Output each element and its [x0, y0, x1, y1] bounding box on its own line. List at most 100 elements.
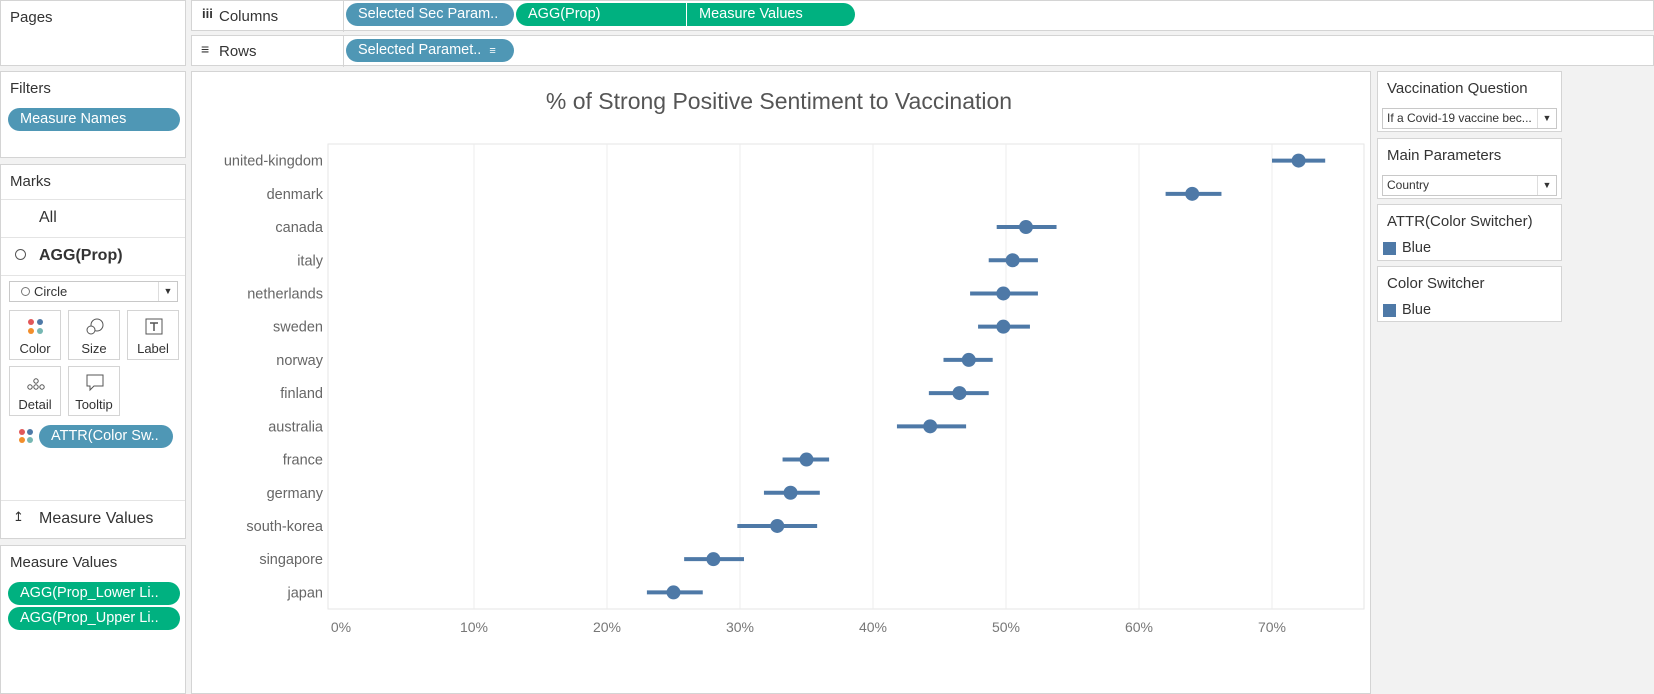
main-parameters-title: Main Parameters — [1387, 147, 1502, 164]
y-category-label: united-kingdom — [224, 154, 323, 170]
color-label: Color — [19, 341, 51, 356]
color-switcher-item-label: Blue — [1402, 302, 1432, 318]
y-category-label: sweden — [273, 320, 323, 336]
x-tick-label: 50% — [992, 619, 1020, 635]
data-point[interactable] — [996, 286, 1011, 301]
columns-label: Columns — [219, 8, 279, 25]
y-category-label: france — [283, 453, 323, 469]
circle-icon — [21, 287, 30, 296]
view-area: % of Strong Positive Sentiment to Vaccin… — [191, 71, 1371, 694]
columns-pill-selected-sec-param[interactable]: Selected Sec Param.. — [346, 3, 514, 26]
y-category-label: germany — [267, 486, 324, 502]
color-icon — [28, 319, 43, 334]
x-tick-label: 0% — [331, 619, 351, 635]
columns-pill-measure-values[interactable]: Measure Values — [687, 3, 855, 26]
data-point[interactable] — [996, 319, 1011, 334]
marks-detail-button[interactable]: Detail — [9, 366, 61, 416]
size-icon — [86, 318, 104, 335]
attr-color-item-label: Blue — [1402, 240, 1432, 256]
marks-label-button[interactable]: Label — [127, 310, 179, 360]
chevron-down-icon: ▼ — [158, 282, 177, 301]
sort-descending-icon: ≡ — [489, 45, 496, 57]
filters-title: Filters — [10, 80, 51, 97]
rows-icon: ≡ — [201, 41, 210, 57]
y-category-label: australia — [268, 419, 324, 435]
size-label: Size — [81, 341, 107, 356]
blue-swatch — [1383, 303, 1396, 317]
mark-type-dropdown[interactable]: Circle ▼ — [9, 281, 178, 302]
label-label: Label — [137, 341, 169, 356]
detail-label: Detail — [18, 397, 52, 412]
attr-color-item[interactable]: Blue — [1383, 240, 1431, 256]
x-tick-label: 60% — [1125, 619, 1153, 635]
y-category-label: japan — [287, 585, 323, 601]
chevron-down-icon: ▼ — [1537, 109, 1556, 128]
circle-mark-icon — [15, 249, 26, 260]
rows-pill-label: Selected Paramet.. — [358, 42, 482, 58]
x-tick-label: 40% — [859, 619, 887, 635]
y-category-label: canada — [275, 220, 324, 236]
y-category-label: singapore — [259, 552, 323, 568]
data-point[interactable] — [666, 585, 681, 600]
y-category-label: south-korea — [246, 519, 324, 535]
marks-tab-all[interactable]: All — [39, 209, 57, 226]
rows-label: Rows — [219, 43, 257, 60]
y-category-label: italy — [297, 253, 324, 269]
data-point[interactable] — [706, 552, 721, 567]
measure-values-title: Measure Values — [10, 554, 118, 571]
rows-pill-selected-parameter[interactable]: Selected Paramet.. ≡ — [346, 39, 514, 62]
data-point[interactable] — [1018, 220, 1033, 235]
chevron-down-icon: ▼ — [1537, 176, 1556, 195]
vaccination-question-dropdown[interactable]: If a Covid-19 vaccine bec... ▼ — [1382, 108, 1557, 129]
y-category-label: netherlands — [247, 286, 323, 302]
vaccination-question-value: If a Covid-19 vaccine bec... — [1387, 111, 1532, 125]
data-point[interactable] — [783, 485, 798, 500]
mark-type-value: Circle — [34, 284, 68, 299]
columns-icon: iii — [202, 6, 213, 21]
data-point[interactable] — [961, 352, 976, 367]
x-tick-label: 20% — [593, 619, 621, 635]
color-switcher-item[interactable]: Blue — [1383, 302, 1431, 318]
color-switcher-legend: Color Switcher Blue — [1377, 266, 1562, 322]
data-point[interactable] — [923, 419, 938, 434]
vaccination-question-title: Vaccination Question — [1387, 80, 1528, 97]
detail-icon — [27, 378, 45, 390]
data-point[interactable] — [1005, 253, 1020, 268]
x-tick-label: 30% — [726, 619, 754, 635]
pages-card: Pages — [0, 0, 186, 66]
data-point[interactable] — [770, 518, 785, 533]
y-category-label: denmark — [267, 187, 324, 203]
data-point[interactable] — [1291, 153, 1306, 168]
attr-color-legend: ATTR(Color Switcher) Blue — [1377, 204, 1562, 261]
marks-size-button[interactable]: Size — [68, 310, 120, 360]
x-tick-label: 10% — [460, 619, 488, 635]
main-parameters-dropdown[interactable]: Country ▼ — [1382, 175, 1557, 196]
x-tick-label: 70% — [1258, 619, 1286, 635]
color-pill-icon — [19, 429, 33, 443]
marks-color-button[interactable]: Color — [9, 310, 61, 360]
data-point[interactable] — [799, 452, 814, 467]
blue-swatch — [1383, 241, 1396, 255]
data-point[interactable] — [952, 386, 967, 401]
marks-color-pill[interactable]: ATTR(Color Sw.. — [39, 425, 173, 448]
marks-tooltip-button[interactable]: Tooltip — [68, 366, 120, 416]
chart-title: % of Strong Positive Sentiment to Vaccin… — [546, 88, 1012, 114]
marks-title: Marks — [10, 173, 51, 190]
y-category-label: finland — [280, 386, 323, 402]
line-chart-icon: ↥ — [13, 509, 24, 524]
marks-tab-measure-values[interactable]: Measure Values — [39, 510, 154, 527]
data-point[interactable] — [1185, 186, 1200, 201]
plot-border — [327, 143, 1365, 610]
tooltip-label: Tooltip — [75, 397, 113, 412]
y-category-label: norway — [276, 353, 323, 369]
marks-tab-agg-prop[interactable]: AGG(Prop) — [39, 247, 123, 264]
main-parameters-value: Country — [1387, 178, 1430, 192]
measure-pill-lower-limit[interactable]: AGG(Prop_Lower Li.. — [8, 582, 180, 605]
pages-title: Pages — [10, 9, 53, 26]
columns-pill-agg-prop[interactable]: AGG(Prop) — [516, 3, 686, 26]
attr-color-title: ATTR(Color Switcher) — [1387, 213, 1533, 230]
filter-pill-measure-names[interactable]: Measure Names — [8, 108, 180, 131]
color-switcher-title: Color Switcher — [1387, 275, 1485, 292]
measure-pill-upper-limit[interactable]: AGG(Prop_Upper Li.. — [8, 607, 180, 630]
label-icon — [145, 318, 163, 335]
